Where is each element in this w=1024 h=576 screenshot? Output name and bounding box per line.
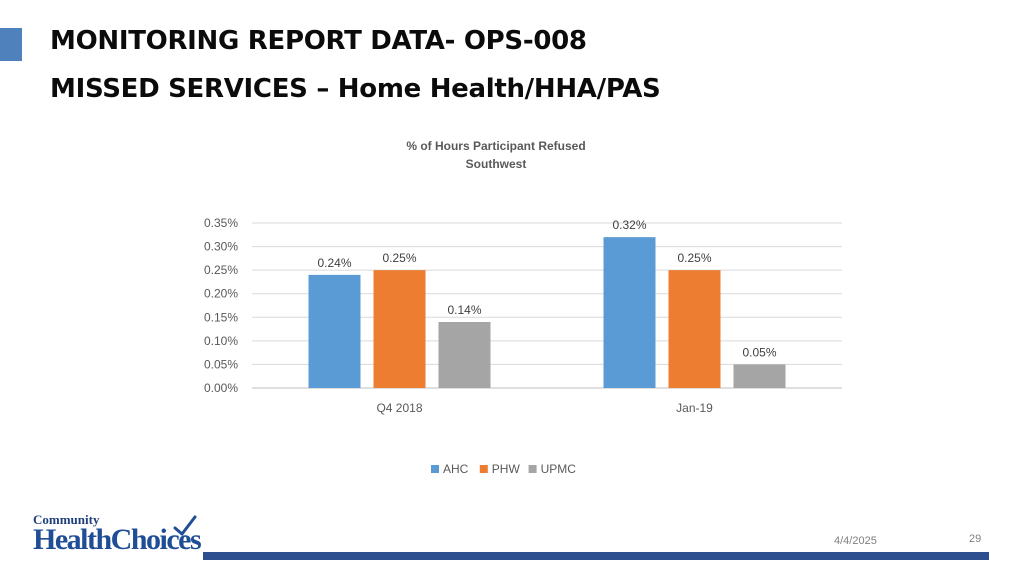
legend-label: UPMC xyxy=(541,462,577,476)
bar-ahc xyxy=(308,274,361,388)
data-label: 0.25% xyxy=(382,251,416,265)
y-tick-label: 0.35% xyxy=(204,216,238,230)
slide-title-line-2: MISSED SERVICES – Home Health/HHA/PAS xyxy=(50,74,661,104)
data-label: 0.05% xyxy=(742,345,776,359)
y-tick-label: 0.05% xyxy=(204,357,238,371)
legend-swatch-phw xyxy=(479,465,488,473)
bar-phw xyxy=(668,270,721,388)
bar-chart: % of Hours Participant Refused Southwest 0… xyxy=(204,139,842,476)
bar-ahc xyxy=(603,237,656,388)
data-label: 0.24% xyxy=(317,256,351,270)
y-tick-label: 0.00% xyxy=(204,381,238,395)
data-label: 0.14% xyxy=(447,303,481,317)
chart-subtitle: Southwest xyxy=(466,157,527,171)
data-label: 0.32% xyxy=(612,218,646,232)
footer-date: 4/4/2025 xyxy=(834,535,877,547)
y-tick-label: 0.10% xyxy=(204,334,238,348)
page-number: 29 xyxy=(969,533,982,545)
chart-title: % of Hours Participant Refused xyxy=(406,139,585,153)
y-tick-label: 0.25% xyxy=(204,263,238,277)
legend-label: PHW xyxy=(492,462,521,476)
footer-bar xyxy=(203,552,989,560)
y-tick-label: 0.20% xyxy=(204,287,238,301)
legend-swatch-upmc xyxy=(528,465,537,473)
community-healthchoices-logo: Community HealthChoices xyxy=(33,512,202,562)
bar-upmc xyxy=(438,322,491,388)
x-tick-label: Q4 2018 xyxy=(376,401,422,415)
y-tick-label: 0.30% xyxy=(204,240,238,254)
legend-label: AHC xyxy=(443,462,469,476)
checkmark-icon xyxy=(173,515,197,536)
bar-upmc xyxy=(733,364,786,388)
legend-swatch-ahc xyxy=(431,465,439,473)
slide-title-line-1: MONITORING REPORT DATA- OPS-008 xyxy=(50,26,587,56)
y-tick-label: 0.15% xyxy=(204,310,238,324)
bar-phw xyxy=(373,270,426,388)
accent-square xyxy=(0,28,22,61)
data-label: 0.25% xyxy=(677,251,711,265)
logo-text-main: HealthChoices xyxy=(33,523,202,556)
x-tick-label: Jan-19 xyxy=(676,401,713,415)
logo-text-top: Community xyxy=(33,512,100,527)
